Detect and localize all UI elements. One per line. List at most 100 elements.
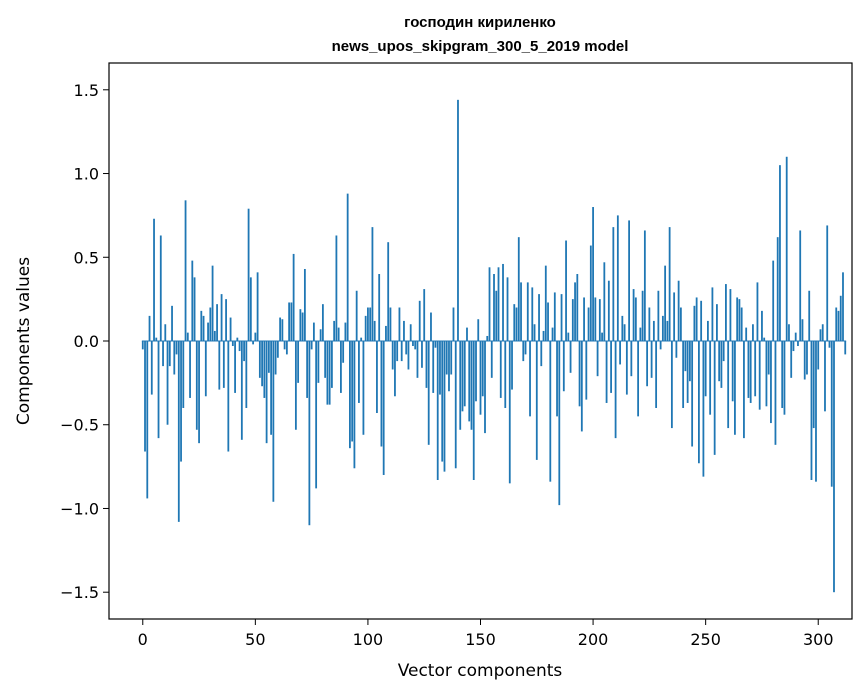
bar (216, 304, 218, 341)
bar (567, 332, 570, 341)
bar (247, 208, 250, 341)
bar (711, 287, 714, 341)
y-axis-ticks: −1.5 −1.0 −0.5 0.0 0.5 1.0 1.5 (60, 81, 109, 602)
bar (245, 341, 248, 408)
bar (770, 341, 772, 424)
bar (535, 341, 538, 460)
bar (358, 341, 360, 403)
bar (524, 341, 527, 355)
bar (569, 341, 572, 373)
bar (806, 341, 808, 375)
bar (454, 341, 457, 469)
bar (817, 341, 820, 370)
bar (675, 341, 678, 358)
bar (727, 341, 730, 429)
bar (481, 341, 484, 397)
bar (779, 165, 781, 341)
bar (171, 305, 173, 341)
bar (513, 304, 516, 341)
bar (472, 341, 475, 480)
bar (240, 341, 243, 440)
bar (285, 341, 288, 355)
bar (610, 341, 612, 393)
bar (522, 341, 525, 362)
bar (261, 341, 263, 387)
bar (382, 341, 385, 475)
bar (734, 341, 736, 435)
bar (623, 324, 626, 341)
bar (443, 341, 446, 472)
x-tick-label: 100 (353, 630, 384, 649)
bar (605, 341, 608, 403)
bar (288, 302, 291, 341)
bar (785, 156, 788, 341)
bar (394, 341, 396, 397)
bar (281, 319, 284, 341)
bar (209, 307, 212, 341)
bar (360, 337, 363, 341)
bar (612, 227, 615, 341)
bar (594, 297, 597, 341)
bar (493, 274, 495, 341)
bar (553, 292, 556, 341)
bar (400, 341, 403, 362)
bar (243, 341, 245, 362)
bar (790, 341, 793, 378)
bar (797, 341, 799, 347)
bar (655, 341, 658, 408)
bar (416, 341, 419, 378)
bar (664, 265, 667, 341)
bar (276, 341, 279, 358)
bar (632, 289, 635, 341)
bar (297, 341, 300, 383)
bar (709, 341, 712, 415)
bar (488, 267, 491, 341)
bar (283, 341, 286, 350)
bar (168, 341, 171, 367)
bar (752, 324, 754, 341)
bar (580, 341, 583, 432)
bar (459, 341, 462, 430)
bar (747, 341, 750, 398)
bar (195, 341, 198, 430)
bar (231, 341, 234, 347)
bar (162, 341, 164, 367)
bar (274, 341, 277, 375)
bar (686, 341, 689, 403)
bar (344, 322, 347, 341)
bar (301, 312, 304, 341)
bar (607, 280, 610, 341)
x-tick-label: 250 (690, 630, 721, 649)
bar (495, 290, 498, 341)
bar (738, 299, 741, 341)
bar (452, 307, 455, 341)
bar (148, 315, 151, 341)
y-tick-label: 0.0 (74, 332, 99, 351)
bar (396, 341, 399, 362)
bar (718, 341, 721, 382)
bar (587, 307, 590, 341)
bar (186, 332, 189, 341)
bar (772, 260, 775, 341)
bar (812, 341, 815, 429)
bar (292, 253, 295, 341)
bar (659, 341, 662, 350)
bar (249, 277, 252, 341)
bar (207, 322, 209, 341)
bar (713, 341, 716, 455)
bar (657, 290, 660, 341)
bar (364, 315, 367, 341)
bar (808, 290, 811, 341)
bar (702, 341, 705, 477)
bar (749, 341, 752, 403)
bar (166, 341, 169, 425)
x-tick-label: 150 (465, 630, 496, 649)
bar (720, 341, 723, 388)
bar (585, 341, 588, 400)
bar (337, 327, 340, 341)
bar (470, 341, 473, 430)
bar (175, 341, 178, 355)
bar (191, 260, 194, 341)
bar (450, 341, 453, 375)
